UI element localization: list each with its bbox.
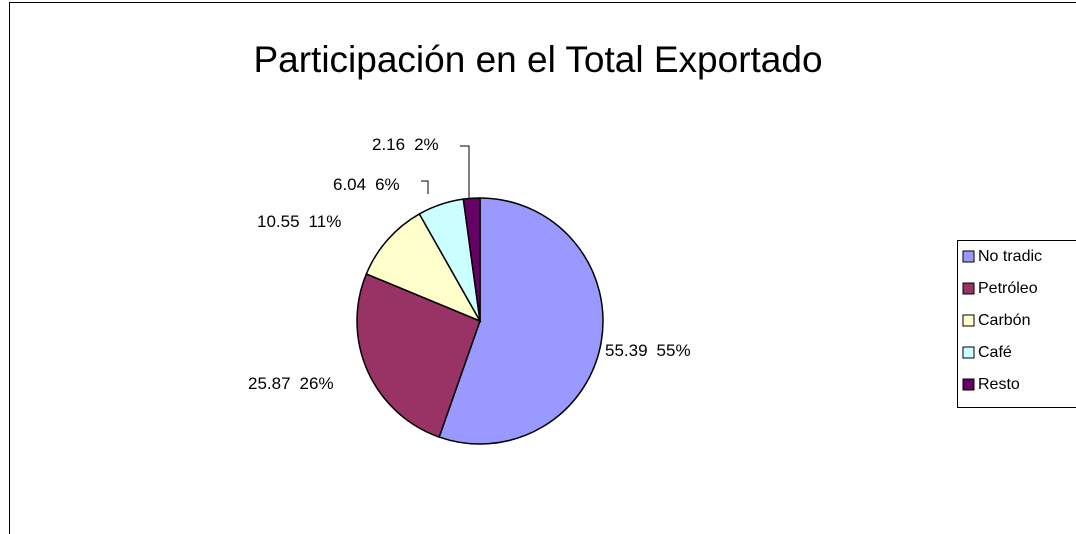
data-label: 25.87 26%	[248, 374, 334, 393]
legend-label: Resto	[978, 376, 1020, 393]
percent-label: 55%	[657, 341, 691, 360]
value-label: 2.16	[372, 135, 405, 154]
value-label: 10.55	[257, 212, 300, 231]
leader-line	[460, 145, 470, 200]
legend-swatch	[962, 346, 975, 359]
pie-slice	[365, 212, 482, 323]
legend-label: Café	[978, 344, 1012, 361]
chart-title: Participación en el Total Exportado	[253, 39, 822, 80]
data-label: 6.04 6%	[333, 175, 400, 194]
pie-slice	[356, 272, 481, 438]
legend-label: Carbón	[978, 312, 1030, 329]
legend-swatch	[962, 250, 975, 263]
data-label: 55.39 55%	[605, 341, 691, 360]
percent-label: 26%	[300, 374, 334, 393]
pie-slice	[462, 197, 481, 322]
data-label: 10.55 11%	[257, 212, 341, 231]
legend	[957, 240, 1076, 408]
legend-label: Petróleo	[978, 280, 1038, 297]
legend-label: No tradic	[978, 248, 1042, 265]
legend-swatch	[962, 314, 975, 327]
value-label: 25.87	[248, 374, 291, 393]
leader-line	[421, 180, 429, 194]
legend-swatch	[962, 378, 975, 391]
value-label: 6.04	[333, 175, 366, 194]
legend-swatch	[962, 282, 975, 295]
value-label: 55.39	[605, 341, 648, 360]
data-label: 2.16 2%	[372, 135, 439, 154]
percent-label: 2%	[414, 135, 439, 154]
percent-label: 11%	[309, 212, 342, 231]
percent-label: 6%	[375, 175, 400, 194]
